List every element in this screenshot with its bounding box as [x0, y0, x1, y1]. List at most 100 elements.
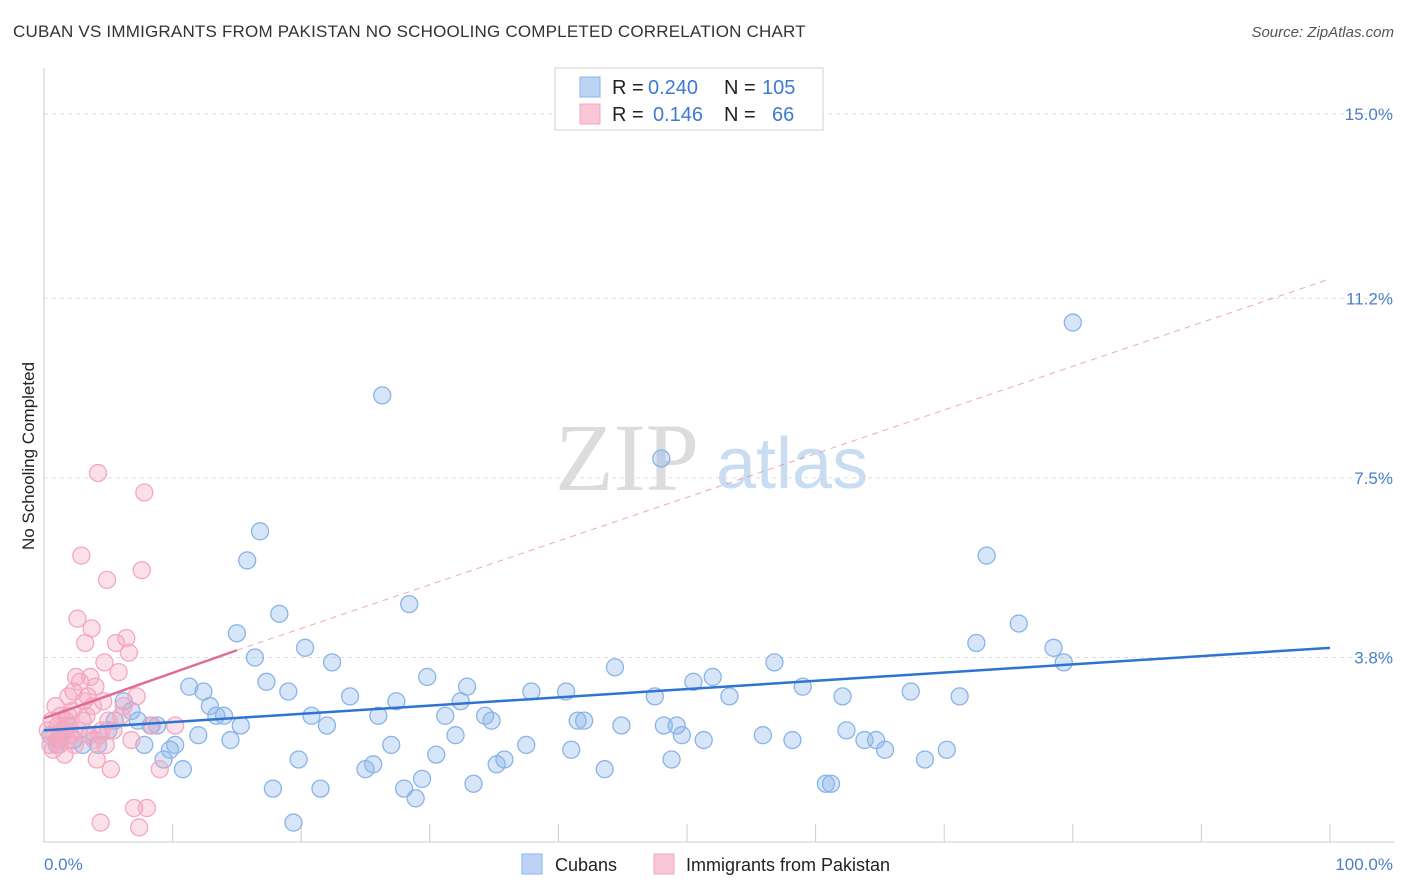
- cubans-point: [200, 696, 220, 716]
- pakistan-point: [150, 760, 169, 779]
- legend-swatch-pakistan: [579, 103, 601, 125]
- cubans-point: [753, 726, 773, 745]
- legend-r-value-1: 0.240: [648, 77, 698, 99]
- y-axis-label: No Schooling Completed: [19, 362, 38, 550]
- pakistan-trend-line: [43, 649, 238, 720]
- cubans-point: [703, 667, 722, 687]
- cubans-point: [446, 726, 465, 745]
- cubans-point: [373, 386, 392, 405]
- cubans-point: [340, 687, 360, 706]
- cubans-point: [284, 813, 303, 832]
- cubans-point: [322, 653, 342, 672]
- watermark-zip: ZIP: [555, 404, 699, 511]
- legend-n-value-1: 105: [762, 77, 795, 99]
- pakistan-point: [106, 633, 126, 653]
- cubans-point: [595, 760, 614, 779]
- pakistan-point: [87, 750, 106, 769]
- cubans-point: [382, 735, 401, 755]
- cubans-point: [482, 711, 501, 730]
- source-label: Source: ZipAtlas.com: [1251, 24, 1394, 41]
- pakistan-point: [142, 716, 162, 735]
- cubans-point: [605, 658, 625, 677]
- bottom-legend-cubans: Cubans: [555, 855, 617, 875]
- cubans-point: [1044, 638, 1063, 657]
- pakistan-point: [69, 721, 88, 740]
- legend-r-label-2: R =: [612, 104, 644, 126]
- pakistan-point: [72, 546, 91, 565]
- axes: [43, 68, 1394, 843]
- bottom-legend-swatch-cubans: [521, 853, 543, 875]
- cubans-point: [821, 774, 841, 793]
- cubans-point: [977, 546, 996, 565]
- cubans-point: [400, 594, 419, 614]
- cubans-point: [568, 711, 587, 730]
- pakistan-point: [91, 813, 110, 832]
- cubans-point: [833, 687, 852, 706]
- x-tick-label-min: 0.0%: [44, 855, 83, 874]
- pakistan-point: [86, 677, 105, 696]
- cubans-point: [221, 730, 240, 750]
- cubans-point: [189, 726, 208, 745]
- cubans-point: [875, 740, 895, 759]
- cubans-point: [765, 653, 784, 672]
- cubans-point: [311, 779, 330, 798]
- pakistan-point: [101, 760, 121, 779]
- pakistan-point: [95, 653, 114, 672]
- cubans-point: [837, 721, 856, 740]
- pakistan-point: [166, 716, 185, 735]
- y-tick-label: 7.5%: [1354, 469, 1393, 488]
- pakistan-points: [38, 463, 185, 837]
- cubans-point: [1054, 653, 1073, 672]
- legend-n-label-2: N =: [724, 104, 756, 126]
- x-tick-label-max: 100.0%: [1335, 855, 1393, 874]
- cubans-point: [250, 522, 270, 541]
- cubans-point: [901, 682, 920, 701]
- pakistan-point: [81, 667, 100, 687]
- cubans-point: [154, 750, 173, 769]
- grid-lines: [44, 113, 1394, 659]
- cubans-point: [270, 604, 289, 623]
- bottom-legend-pakistan: Immigrants from Pakistan: [686, 855, 890, 875]
- cubans-points: [41, 313, 1082, 832]
- cubans-point: [816, 774, 836, 793]
- cubans-point: [517, 735, 536, 755]
- cubans-point: [562, 740, 581, 759]
- pakistan-point: [114, 696, 133, 716]
- cubans-point: [654, 716, 674, 735]
- cubans-point: [915, 750, 935, 769]
- correlation-legend: R = 0.240 N = 105 R = 0.146 N = 66: [554, 67, 824, 131]
- pakistan-point: [130, 818, 149, 837]
- cubans-point: [302, 706, 321, 725]
- cubans-point: [369, 706, 388, 725]
- cubans-point: [317, 716, 337, 735]
- cubans-point: [720, 687, 739, 706]
- cubans-point: [950, 687, 969, 706]
- cubans-point: [238, 551, 257, 570]
- cubans-point: [662, 750, 681, 769]
- legend-r-label-1: R =: [612, 77, 644, 99]
- cubans-point: [166, 735, 185, 755]
- pakistan-point: [97, 570, 117, 590]
- cubans-point: [612, 716, 631, 735]
- pakistan-point: [96, 735, 115, 755]
- pakistan-point: [109, 662, 128, 682]
- cubans-trend-line: [43, 646, 1331, 732]
- pakistan-point: [127, 687, 146, 706]
- cubans-point: [783, 730, 802, 750]
- watermark-atlas: atlas: [716, 424, 868, 504]
- pakistan-point: [122, 730, 141, 750]
- cubans-point: [279, 682, 298, 701]
- cubans-point: [406, 789, 425, 808]
- cubans-point: [148, 716, 167, 735]
- pakistan-point: [88, 463, 108, 483]
- cubans-point: [231, 716, 250, 735]
- pakistan-trend-extension: [236, 278, 1331, 651]
- chart-title: CUBAN VS IMMIGRANTS FROM PAKISTAN NO SCH…: [13, 22, 806, 41]
- cubans-point: [457, 677, 477, 696]
- pakistan-point: [82, 619, 101, 638]
- cubans-point: [1063, 313, 1082, 332]
- cubans-point: [652, 449, 671, 468]
- pakistan-point: [132, 561, 151, 580]
- cubans-point: [245, 648, 265, 667]
